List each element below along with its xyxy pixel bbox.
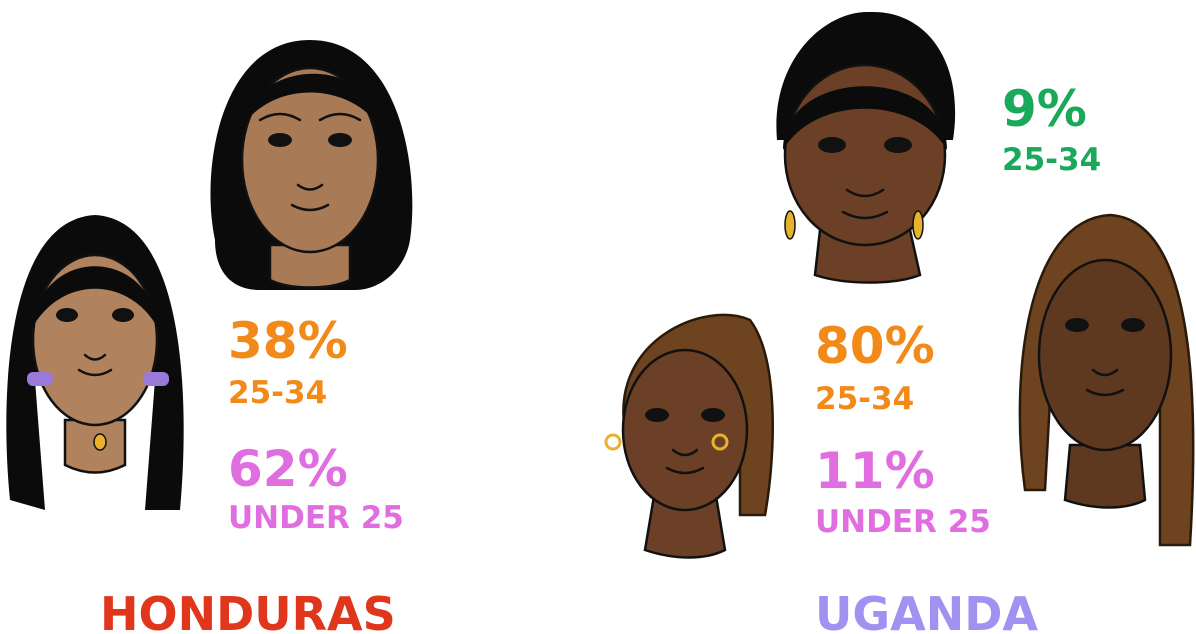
illustration-girl <box>6 215 184 510</box>
country-name: UGANDA <box>815 587 1038 634</box>
stat-value: 80% <box>815 317 935 375</box>
illustration-woman <box>1018 213 1195 547</box>
country-name: HONDURAS <box>100 587 396 634</box>
illustration-woman <box>210 40 413 290</box>
stat-label: UNDER 25 <box>815 504 991 540</box>
stat-label: UNDER 25 <box>228 500 404 536</box>
stat-value: 38% <box>228 312 348 370</box>
stat-value: 62% <box>228 440 348 498</box>
illustration-woman <box>604 313 774 559</box>
stat-value: 11% <box>815 442 935 500</box>
illustration-woman <box>776 11 956 284</box>
stat-label: 25-34 <box>228 375 327 411</box>
stat-label: 25-34 <box>815 381 914 417</box>
stat-label: 25-34 <box>1002 142 1101 178</box>
stat-value: 9% <box>1002 80 1087 138</box>
